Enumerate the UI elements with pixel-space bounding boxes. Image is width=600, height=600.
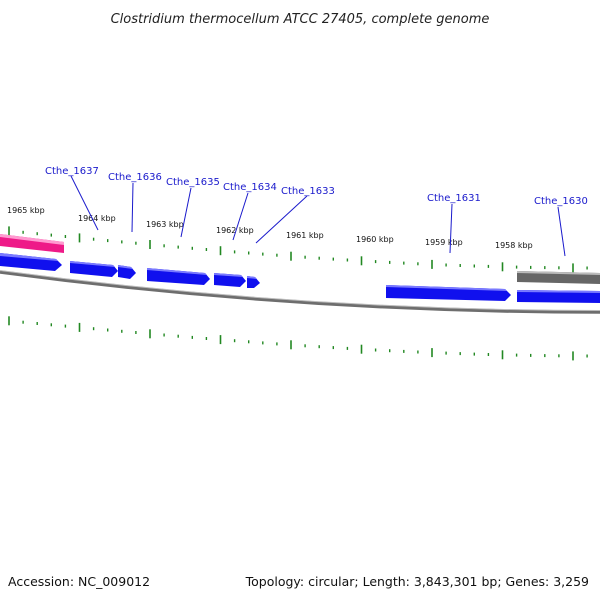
gene-label-cthe-1635[interactable]: Cthe_1635 [166,177,220,188]
gene-arrow-cthe-1633[interactable] [247,276,260,288]
accession-text: Accession: NC_009012 [8,574,150,589]
genome-title: Clostridium thermocellum ATCC 27405, com… [111,12,490,27]
scale-label-1964: 1964 kbp [78,214,116,223]
genome-summary-text: Topology: circular; Length: 3,843,301 bp… [245,574,589,589]
gene-label-cthe-1631[interactable]: Cthe_1631 [427,193,481,204]
genome-backbone [0,270,600,314]
scale-label-1962: 1962 kbp [216,226,254,235]
gene-arrow-cthe-1634[interactable] [214,273,246,287]
inner-tick-ring [8,316,588,361]
gene-label-cthe-1633[interactable]: Cthe_1633 [281,186,335,197]
scale-label-1963: 1963 kbp [146,220,184,229]
gene-arrow-left-edge[interactable] [0,253,62,271]
gene-label-cthe-1637[interactable]: Cthe_1637 [45,166,99,177]
gene-labels: Cthe_1637 Cthe_1636 Cthe_1635 Cthe_1634 … [45,166,588,207]
gene-label-cthe-1634[interactable]: Cthe_1634 [223,182,277,193]
scale-label-1960: 1960 kbp [356,235,394,244]
gene-arrow-cthe-1636[interactable] [70,261,118,277]
gene-arrow-cthe-1635[interactable] [147,268,210,285]
scale-label-1959: 1959 kbp [425,238,463,247]
gene-label-cthe-1636[interactable]: Cthe_1636 [108,172,162,183]
gene-label-cthe-1630[interactable]: Cthe_1630 [534,196,588,207]
rna-feature[interactable] [0,234,64,253]
gene-arrow-cthe-1630[interactable] [517,290,600,303]
scale-label-1965: 1965 kbp [7,206,45,215]
gray-feature[interactable] [517,271,600,284]
gene-label-leaders [70,175,566,257]
outer-tick-ring [8,226,588,273]
genome-backbone-highlight [0,270,600,311]
scale-labels: 1965 kbp 1964 kbp 1963 kbp 1962 kbp 1961… [7,206,533,250]
gene-arrow-cthe-1631[interactable] [386,285,511,301]
scale-label-1961: 1961 kbp [286,231,324,240]
gene-arrow-cthe-1636-small[interactable] [118,265,136,279]
scale-label-1958: 1958 kbp [495,241,533,250]
